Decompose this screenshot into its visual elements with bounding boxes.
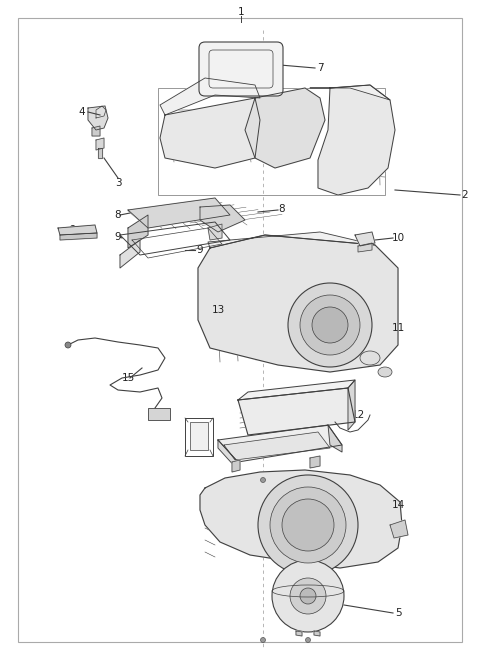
Text: 13: 13 — [211, 305, 225, 315]
Circle shape — [261, 638, 265, 642]
Polygon shape — [218, 425, 342, 462]
Circle shape — [272, 560, 344, 632]
Polygon shape — [245, 88, 325, 168]
Text: 7: 7 — [317, 63, 324, 73]
Polygon shape — [96, 106, 106, 118]
Polygon shape — [120, 240, 140, 268]
Polygon shape — [238, 388, 355, 435]
Text: 11: 11 — [391, 323, 405, 333]
Text: 3: 3 — [115, 178, 121, 188]
Circle shape — [290, 578, 326, 614]
Polygon shape — [208, 232, 375, 248]
Polygon shape — [198, 235, 398, 372]
Polygon shape — [232, 460, 240, 472]
Polygon shape — [160, 78, 260, 115]
Polygon shape — [310, 85, 390, 100]
Bar — [185, 418, 213, 456]
Text: 5: 5 — [395, 608, 401, 618]
Polygon shape — [318, 85, 395, 195]
Polygon shape — [224, 432, 330, 460]
FancyBboxPatch shape — [199, 42, 283, 96]
Polygon shape — [58, 225, 97, 235]
Polygon shape — [314, 631, 320, 636]
Text: 8: 8 — [279, 204, 285, 214]
Ellipse shape — [360, 351, 380, 365]
Text: 1: 1 — [238, 7, 244, 17]
Circle shape — [300, 588, 316, 604]
Ellipse shape — [378, 367, 392, 377]
Circle shape — [258, 475, 358, 575]
Circle shape — [312, 307, 348, 343]
Polygon shape — [128, 215, 148, 248]
Polygon shape — [200, 205, 245, 232]
Polygon shape — [98, 148, 102, 158]
Circle shape — [270, 487, 346, 563]
Polygon shape — [358, 243, 372, 252]
Polygon shape — [238, 380, 355, 400]
Polygon shape — [160, 98, 260, 168]
Polygon shape — [88, 106, 108, 130]
Circle shape — [65, 342, 71, 348]
Polygon shape — [200, 470, 402, 568]
Text: 8: 8 — [115, 210, 121, 220]
Text: 10: 10 — [391, 233, 405, 243]
Text: 6: 6 — [69, 225, 75, 235]
Text: 15: 15 — [121, 373, 134, 383]
Circle shape — [288, 283, 372, 367]
Text: 14: 14 — [391, 500, 405, 510]
Polygon shape — [128, 198, 230, 228]
Text: 2: 2 — [462, 190, 468, 200]
Polygon shape — [355, 232, 375, 246]
Text: 9: 9 — [115, 232, 121, 242]
Circle shape — [282, 499, 334, 551]
Circle shape — [261, 478, 265, 483]
Bar — [190, 422, 208, 450]
Polygon shape — [208, 224, 222, 240]
Polygon shape — [390, 520, 408, 538]
Bar — [148, 408, 170, 420]
Polygon shape — [60, 233, 97, 240]
Circle shape — [305, 638, 311, 642]
Polygon shape — [296, 631, 302, 636]
Polygon shape — [96, 138, 104, 150]
Text: 9: 9 — [197, 245, 204, 255]
Circle shape — [300, 295, 360, 355]
Text: 4: 4 — [79, 107, 85, 117]
Text: 12: 12 — [351, 410, 365, 420]
Polygon shape — [348, 380, 355, 430]
Polygon shape — [92, 126, 100, 136]
Polygon shape — [310, 456, 320, 468]
Polygon shape — [218, 440, 238, 470]
Bar — [158, 88, 385, 195]
Polygon shape — [328, 425, 342, 452]
